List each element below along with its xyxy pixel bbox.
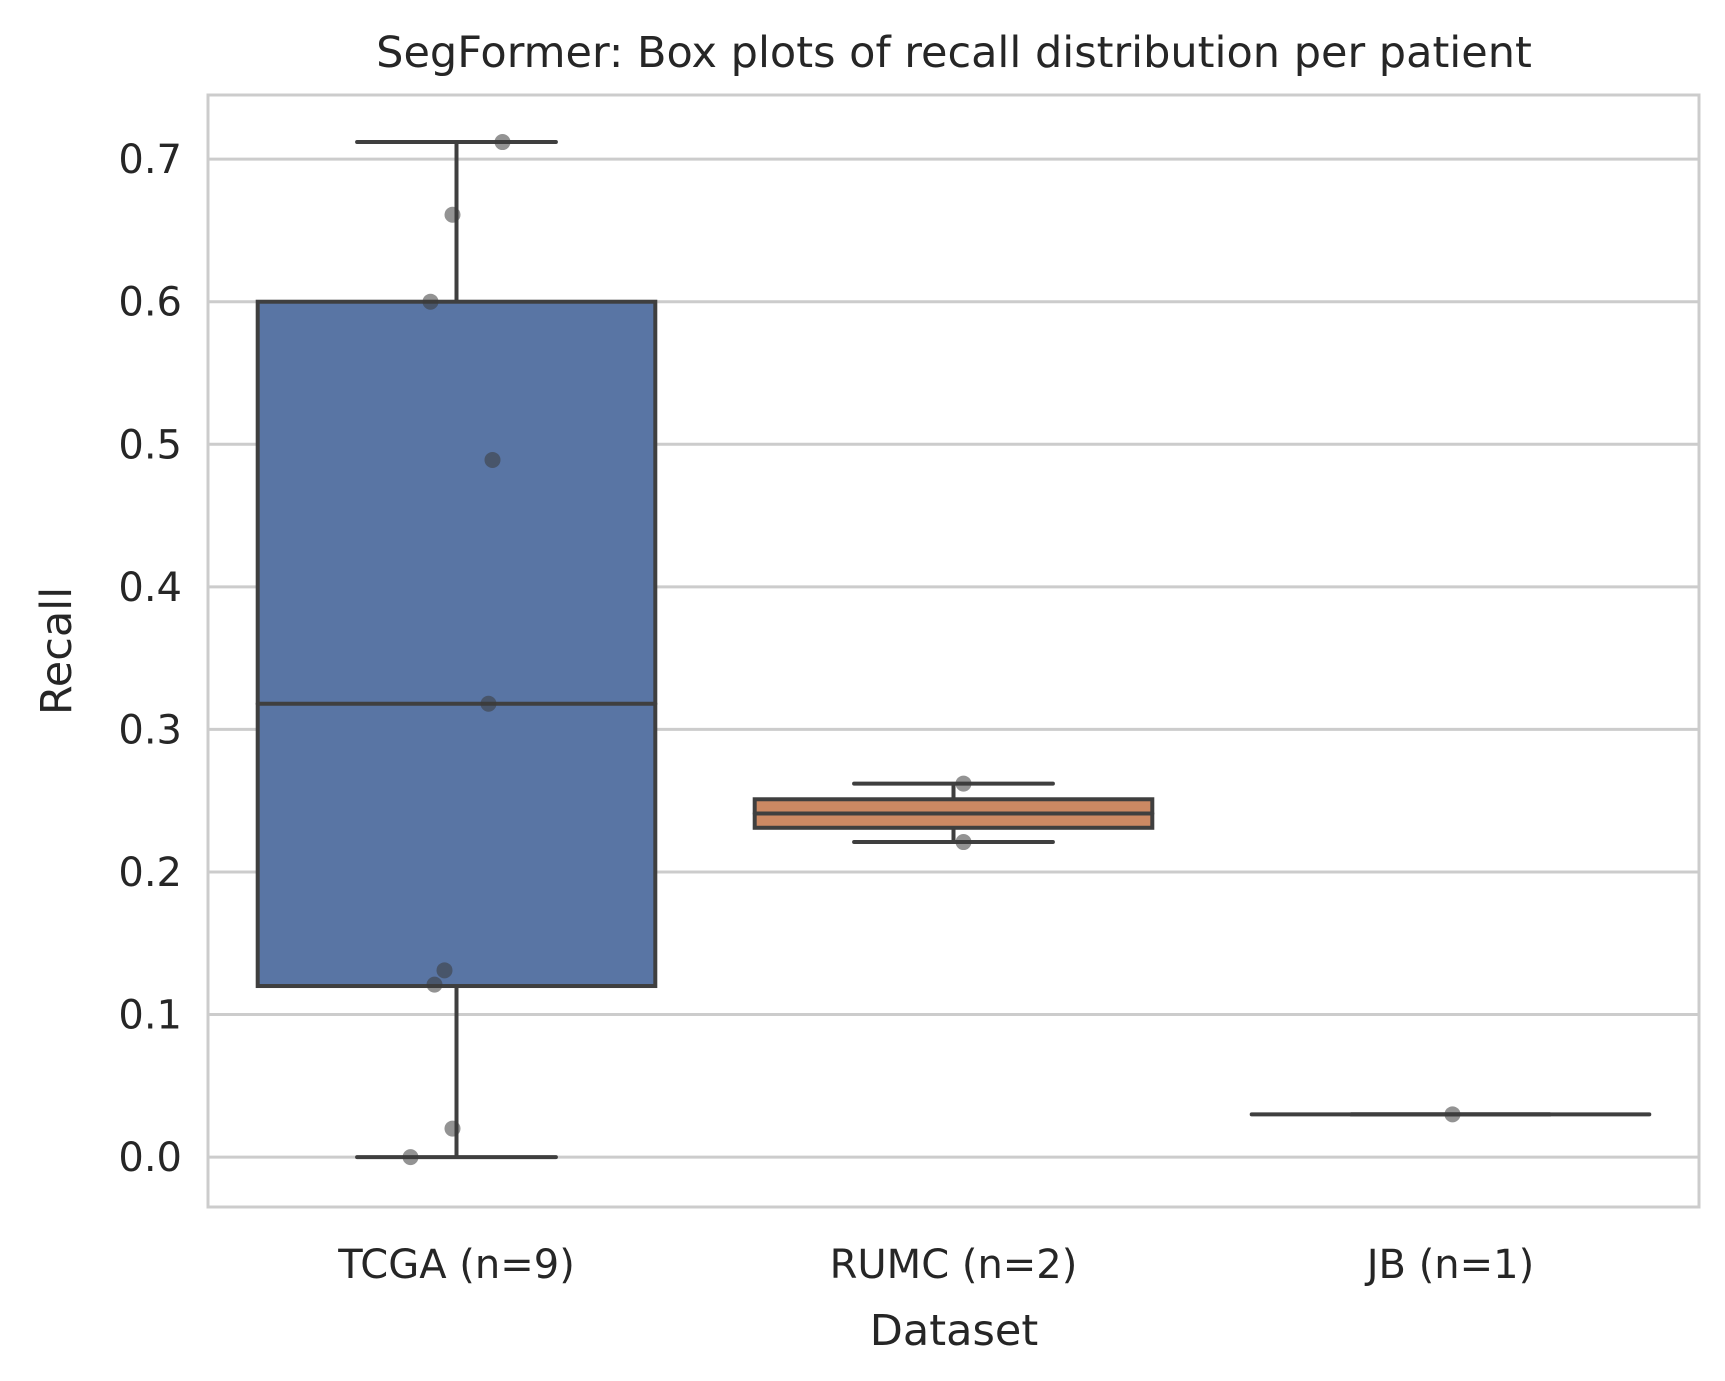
data-point [955, 834, 972, 851]
boxes [255, 140, 1652, 1160]
y-tick-label: 0.3 [118, 707, 182, 753]
x-tick-label: RUMC (n=2) [830, 1242, 1078, 1288]
data-point [444, 206, 461, 223]
data-point [480, 695, 497, 712]
x-axis-label: Dataset [870, 1306, 1038, 1356]
data-point [1444, 1106, 1461, 1123]
box-0 [255, 140, 658, 1160]
x-tick-label: TCGA (n=9) [337, 1242, 575, 1288]
y-tick-label: 0.2 [118, 850, 182, 896]
y-tick-label: 0.0 [118, 1135, 182, 1181]
x-tick-label: JB (n=1) [1364, 1242, 1534, 1288]
chart-title: SegFormer: Box plots of recall distribut… [376, 28, 1532, 78]
y-tick-label: 0.7 [118, 137, 182, 183]
data-point [436, 962, 453, 979]
data-point [955, 775, 972, 792]
data-point [494, 134, 511, 151]
box-body [255, 299, 658, 989]
data-point [426, 976, 443, 993]
data-points [402, 134, 1461, 1166]
data-point [484, 451, 501, 468]
y-axis-label: Recall [32, 587, 82, 715]
x-tick-labels: TCGA (n=9) RUMC (n=2) JB (n=1) [337, 1242, 1534, 1288]
data-point [444, 1120, 461, 1137]
y-tick-label: 0.1 [118, 993, 182, 1039]
y-tick-labels: 0.0 0.1 0.2 0.3 0.4 0.5 0.6 0.7 [118, 137, 182, 1181]
data-point [422, 293, 439, 310]
data-point [402, 1149, 419, 1166]
plot-frame [206, 93, 1701, 1209]
y-tick-label: 0.4 [118, 565, 182, 611]
y-tick-label: 0.5 [118, 422, 182, 468]
box-1 [752, 781, 1155, 845]
y-tick-label: 0.6 [118, 280, 182, 326]
